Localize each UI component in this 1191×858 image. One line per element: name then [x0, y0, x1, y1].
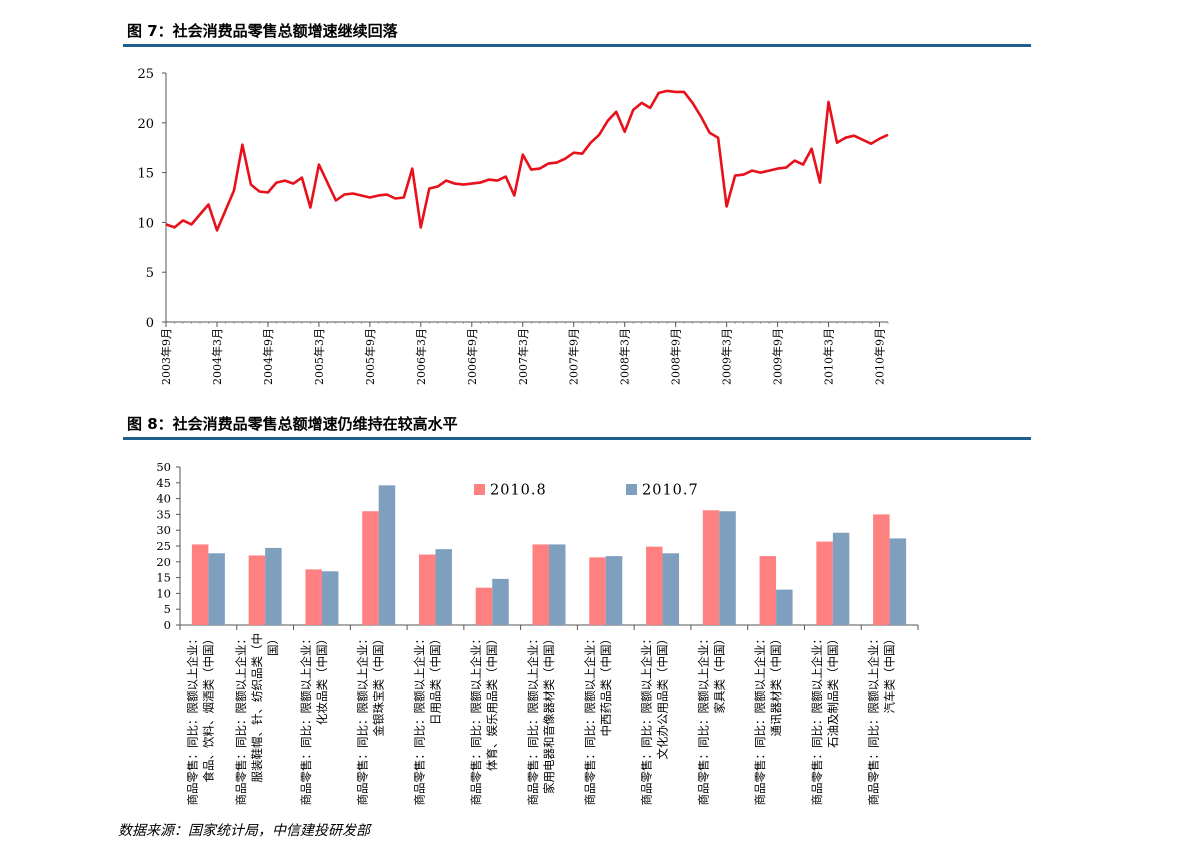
category-label: 体育、娱乐用品类（中国）: [485, 633, 499, 771]
category-label: 商品零售：同比：限额以上企业：: [234, 633, 248, 805]
bar-2010.8: [191, 544, 209, 625]
x-tick-label: 2009年9月: [771, 328, 785, 385]
x-tick-label: 2008年3月: [618, 328, 632, 385]
category-label: 汽车类（中国）: [883, 633, 897, 714]
bar-2010.7: [321, 571, 339, 625]
category-label: 商品零售：同比：限额以上企业：: [753, 633, 767, 805]
bar-2010.8: [816, 541, 833, 625]
category-label: 商品零售：同比：限额以上企业：: [696, 633, 710, 805]
x-tick-label: 2005年9月: [363, 328, 377, 385]
x-tick-label: 2004年9月: [261, 328, 275, 385]
y-tick-label: 25: [156, 539, 171, 553]
bar-2010.8: [646, 546, 663, 625]
x-tick-label: 2010年9月: [873, 328, 887, 385]
figure-7-rule: [123, 44, 1031, 47]
y-tick-label: 15: [137, 167, 154, 182]
x-tick-label: 2003年9月: [159, 328, 173, 385]
x-tick-label: 2007年3月: [516, 328, 530, 385]
legend-label: 2010.7: [642, 483, 699, 499]
source-note: 数据来源：国家统计局，中信建投研发部: [118, 823, 370, 839]
bar-2010.7: [605, 556, 623, 625]
bar-2010.7: [549, 544, 566, 625]
category-label: 商品零售：同比：限额以上企业：: [469, 633, 483, 805]
x-tick-label: 2004年3月: [210, 328, 224, 385]
bar-2010.7: [378, 485, 396, 625]
legend-swatch: [626, 484, 637, 495]
x-tick-label: 2005年3月: [312, 328, 326, 385]
bar-2010.8: [532, 544, 549, 625]
category-label: 商品零售：同比：限额以上企业：: [412, 633, 426, 805]
x-tick-label: 2009年3月: [720, 328, 734, 385]
category-label: 化妆品类（中国）: [315, 633, 329, 725]
bar-2010.7: [492, 578, 509, 625]
category-label: 食品、饮料、烟酒类（中国）: [201, 633, 215, 783]
y-tick-label: 40: [156, 492, 171, 506]
category-label: 商品零售：同比：限额以上企业：: [867, 633, 881, 805]
y-tick-label: 0: [164, 618, 171, 632]
bar-2010.7: [662, 553, 680, 625]
y-tick-label: 10: [137, 216, 154, 231]
y-tick-label: 0: [146, 316, 154, 331]
category-label: 商品零售：同比：限额以上企业：: [185, 633, 199, 805]
category-label: 文化办公用品类（中国）: [656, 633, 670, 760]
bar-2010.7: [832, 532, 850, 625]
y-tick-label: 50: [156, 460, 171, 474]
bar-2010.8: [475, 587, 493, 625]
bar-2010.7: [265, 547, 282, 625]
category-label: 通讯器材类（中国）: [769, 633, 783, 737]
category-label: 金银珠宝类（中国）: [372, 633, 386, 737]
category-label: 服装鞋帽、针、纺织品类（中: [250, 633, 264, 783]
category-label: 中西药品类（中国）: [599, 633, 613, 737]
y-tick-label: 30: [156, 523, 171, 537]
bar-2010.7: [435, 549, 452, 625]
category-label: 商品零售：同比：限额以上企业：: [356, 633, 370, 805]
category-label: 石油及制品类（中国）: [826, 633, 840, 748]
category-label: 商品零售：同比：限额以上企业：: [299, 633, 313, 805]
category-label: 国）: [266, 633, 280, 656]
y-tick-label: 10: [156, 586, 171, 600]
y-tick-label: 20: [156, 555, 171, 569]
bar-2010.8: [873, 514, 890, 625]
category-label: 家用电器和音像器材类（中国）: [542, 633, 556, 794]
x-tick-label: 2010年3月: [822, 328, 836, 385]
y-tick-label: 20: [137, 117, 154, 132]
bar-2010.8: [589, 557, 606, 625]
line-chart: 0 5 10 15 20 25 2003年9月 2004年3月 2004年9月 2005年3月 2…: [137, 67, 889, 385]
category-label: 商品零售：同比：限额以上企业：: [640, 633, 654, 805]
bar-2010.8: [248, 555, 266, 625]
y-tick-label: 5: [146, 266, 154, 281]
y-tick-label: 35: [156, 507, 171, 521]
figure-8-rule: [123, 437, 1031, 440]
figure-8-title: 图 8：社会消费品零售总额增速仍维持在较高水平: [127, 415, 458, 433]
legend-swatch: [474, 484, 485, 495]
category-label: 日用品类（中国）: [428, 633, 442, 725]
bar-2010.8: [759, 556, 777, 625]
bar-2010.7: [208, 553, 225, 625]
bar-2010.8: [418, 554, 436, 625]
category-label: 商品零售：同比：限额以上企业：: [810, 633, 824, 805]
y-tick-label: 45: [156, 476, 171, 490]
line-series: [165, 89, 889, 232]
bar-2010.7: [889, 538, 907, 625]
bar-2010.7: [719, 511, 736, 625]
figure-7-title: 图 7：社会消费品零售总额增速继续回落: [127, 22, 398, 40]
x-tick-label: 2007年9月: [567, 328, 581, 385]
bar-2010.8: [362, 511, 379, 625]
bar-2010.8: [702, 510, 720, 625]
x-tick-label: 2006年3月: [414, 328, 428, 385]
legend-label: 2010.8: [490, 483, 547, 499]
y-tick-label: 15: [156, 571, 171, 585]
x-tick-label: 2008年9月: [669, 328, 683, 385]
category-label: 家具类（中国）: [712, 633, 726, 714]
bar-2010.7: [776, 589, 793, 625]
category-label: 商品零售：同比：限额以上企业：: [526, 633, 540, 805]
x-tick-label: 2006年9月: [465, 328, 479, 385]
y-tick-label: 5: [164, 602, 171, 616]
y-tick-label: 25: [137, 67, 154, 82]
category-label: 商品零售：同比：限额以上企业：: [583, 633, 597, 805]
bar-2010.8: [305, 569, 322, 625]
